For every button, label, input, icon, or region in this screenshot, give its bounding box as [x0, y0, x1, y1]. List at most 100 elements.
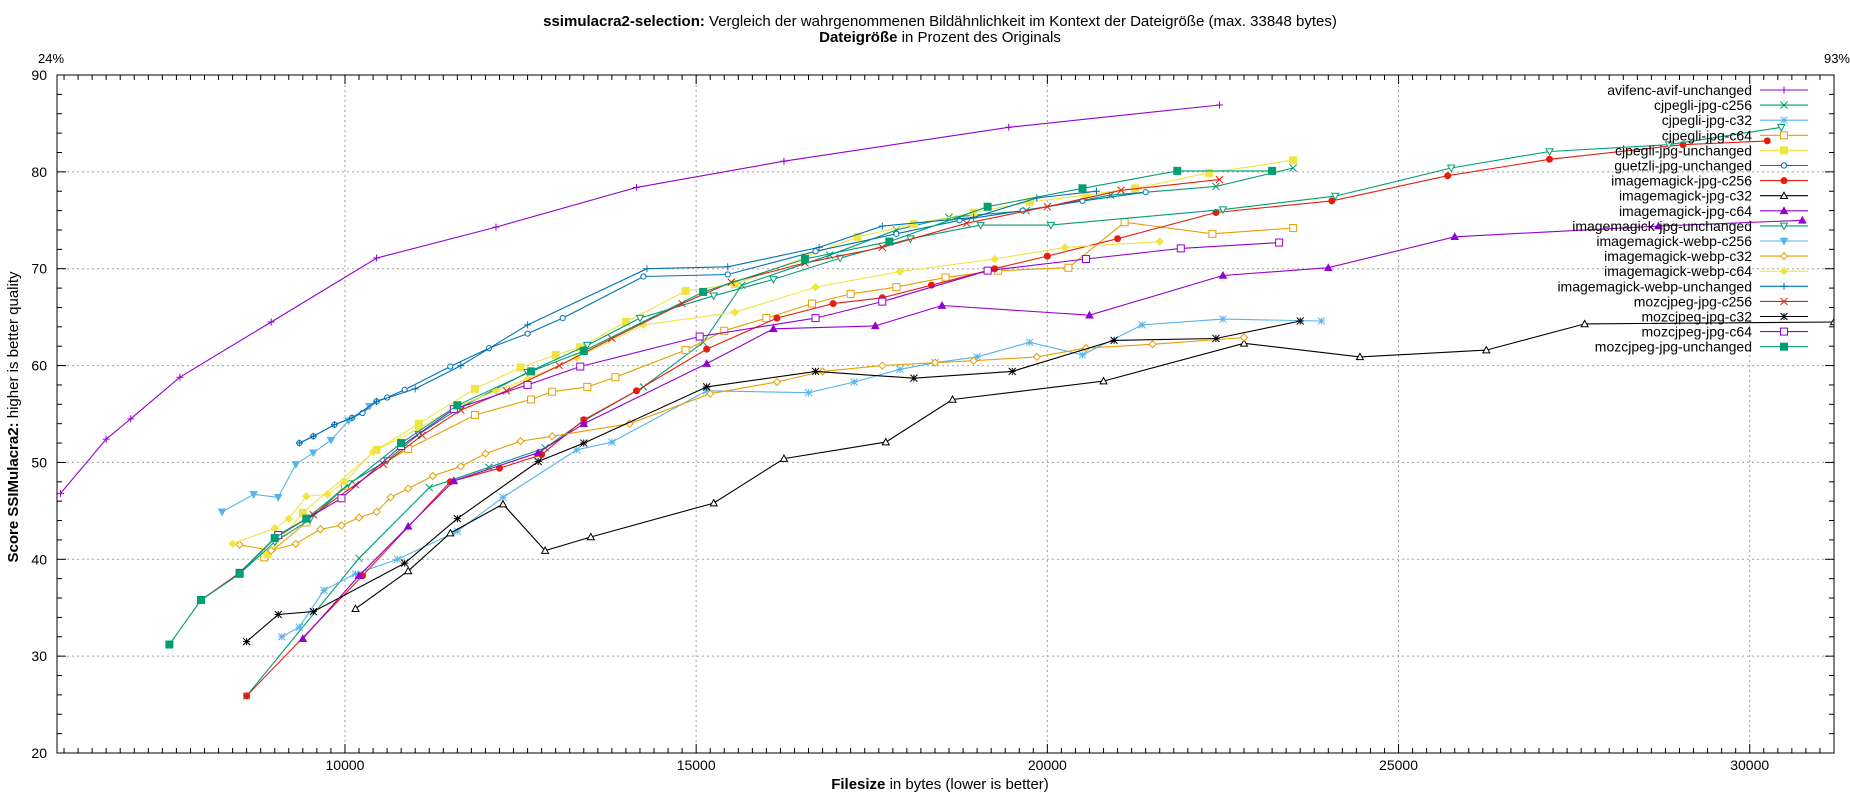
legend: avifenc-avif-unchangedcjpegli-jpg-c256cj… [1557, 82, 1808, 355]
data-point [403, 484, 413, 493]
series-imagemagick-jpg-c32 [351, 317, 1834, 612]
data-point [991, 265, 999, 273]
data-point [1078, 351, 1087, 359]
series-line [60, 104, 1220, 494]
legend-item: mozcjpeg-jpg-c64 [1642, 324, 1808, 340]
data-point [1779, 222, 1789, 231]
series-layer [57, 101, 1834, 700]
series-line [246, 320, 1301, 643]
data-point [1779, 251, 1789, 261]
series-line [302, 219, 1803, 640]
data-point [309, 607, 318, 616]
data-point [976, 221, 985, 230]
data-point [1212, 182, 1220, 191]
data-point [878, 222, 886, 230]
data-point [576, 362, 585, 371]
series-line [246, 167, 1294, 697]
legend-item: cjpegli-jpg-c256 [1654, 97, 1808, 113]
data-point [583, 382, 592, 391]
legend-item: mozcjpeg-jpg-c32 [1642, 309, 1808, 325]
data-point [291, 461, 301, 469]
data-point [323, 490, 332, 499]
data-point [1117, 186, 1125, 195]
data-point [1289, 224, 1298, 233]
data-point [586, 532, 596, 541]
series-imagemagick-webp-unchanged [295, 187, 1101, 447]
top-axis-label-right: 93% [1824, 51, 1850, 66]
series-guetzli-jpg-unchanged [296, 189, 1149, 447]
data-point [1780, 312, 1788, 321]
data-point [1780, 101, 1788, 109]
chart-subtitle: Dateigröße in Prozent des Originals [819, 29, 1061, 46]
data-point [990, 254, 999, 264]
y-tick-label: 30 [31, 648, 47, 664]
data-point [815, 243, 823, 251]
x-tick-label: 25000 [1379, 757, 1418, 773]
data-point [1032, 352, 1042, 362]
data-point [1780, 342, 1788, 351]
data-point [1779, 191, 1789, 199]
data-point [425, 483, 434, 492]
data-point [1204, 168, 1213, 177]
chart-title-bold: ssimulacra2-selection: [543, 13, 705, 30]
data-point [1114, 235, 1122, 243]
data-point [779, 454, 789, 462]
data-point [1780, 162, 1788, 169]
data-point [1446, 164, 1456, 173]
data-point [611, 373, 620, 382]
data-point [1043, 202, 1052, 211]
data-point [702, 383, 711, 391]
data-point [608, 438, 616, 446]
y-tick-label: 60 [31, 358, 47, 374]
series-mozcjpeg-jpg-unchanged [165, 166, 1277, 649]
legend-label: cjpegli-jpg-c64 [1662, 127, 1752, 143]
data-point [243, 692, 251, 700]
legend-label: imagemagick-webp-c32 [1604, 248, 1752, 264]
data-point [1093, 187, 1101, 195]
series-avifenc-avif-unchanged [57, 101, 1223, 497]
data-point [1110, 336, 1118, 345]
data-point [551, 350, 560, 359]
legend-item: imagemagick-webp-unchanged [1557, 278, 1808, 294]
legend-label: cjpegli-jpg-c32 [1662, 112, 1752, 128]
data-point [309, 432, 317, 440]
data-point [1239, 333, 1249, 342]
data-point [1148, 340, 1157, 349]
data-point [1219, 315, 1227, 323]
series-line [221, 405, 370, 513]
data-point [1120, 218, 1129, 227]
data-point [499, 493, 507, 502]
data-point [1173, 166, 1182, 175]
legend-item: imagemagick-webp-c64 [1604, 263, 1808, 279]
legend-label: avifenc-avif-unchanged [1607, 82, 1752, 98]
data-point [910, 374, 918, 383]
data-point [878, 297, 887, 306]
legend-item: imagemagick-webp-c32 [1604, 248, 1808, 264]
data-point [348, 414, 356, 422]
legend-item: avifenc-avif-unchanged [1607, 82, 1808, 98]
data-point [1664, 141, 1674, 150]
data-point [1780, 116, 1788, 125]
data-point [457, 362, 465, 370]
data-point [829, 300, 837, 308]
data-point [1099, 376, 1108, 385]
data-point [1780, 282, 1788, 290]
data-point [1780, 327, 1788, 336]
series-imagemagick-webp-c32 [235, 333, 1249, 555]
data-point [453, 514, 462, 523]
data-point [270, 533, 279, 542]
data-point [720, 326, 729, 335]
data-point [762, 314, 771, 323]
data-point [354, 513, 364, 522]
data-point [337, 521, 346, 530]
data-point [330, 421, 338, 429]
data-point [983, 266, 992, 275]
legend-label: imagemagick-webp-c256 [1596, 233, 1752, 249]
data-point [165, 640, 174, 649]
data-point [835, 254, 845, 263]
data-point [1275, 238, 1284, 247]
data-point [411, 385, 419, 393]
data-point [1776, 124, 1786, 132]
data-point [176, 373, 184, 381]
